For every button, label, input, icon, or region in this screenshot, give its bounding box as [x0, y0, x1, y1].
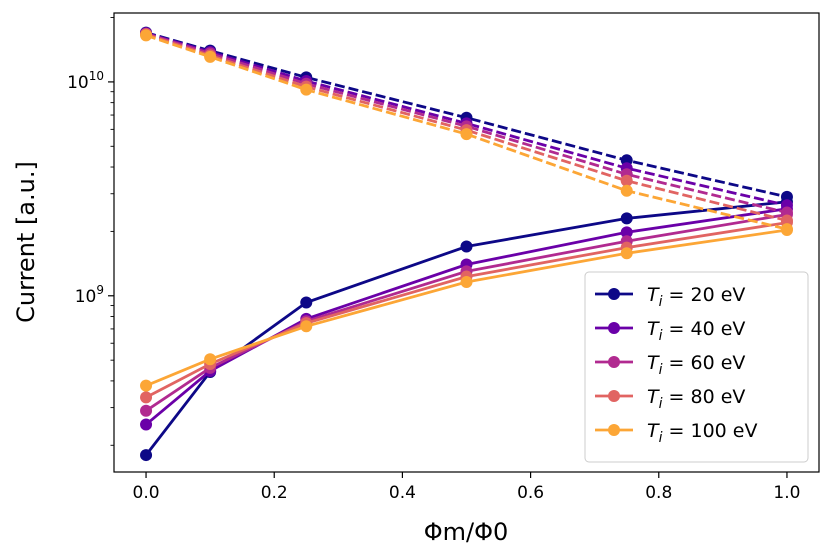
x-tick-label: 0.0	[133, 483, 160, 503]
series-solid-point	[780, 224, 793, 237]
series-solid-point	[460, 276, 473, 289]
series-solid-line-1	[145, 207, 788, 426]
series-dashed-line-3	[145, 32, 788, 222]
series-dashed-point	[620, 184, 633, 197]
y-axis-title: Current [a.u.]	[12, 161, 40, 323]
series-dashed-point	[204, 50, 217, 63]
legend-box	[584, 271, 809, 463]
series-solid-point	[140, 379, 153, 392]
x-tick-label: 0.6	[517, 483, 544, 503]
series-solid-point	[460, 240, 473, 253]
legend-label: Ti = 100 eV	[647, 420, 758, 446]
series-solid-point	[300, 296, 313, 309]
plot-frame	[113, 12, 820, 473]
series-solid-point	[140, 418, 153, 431]
series-dashed-line-1	[145, 31, 788, 207]
legend-marker	[608, 390, 620, 402]
series-solid-line-2	[145, 213, 788, 412]
y-tick-label: 109	[75, 283, 104, 307]
y-axis: 109 1010	[67, 17, 114, 446]
series-solid-point	[620, 212, 633, 225]
series-solid-point	[204, 353, 217, 366]
legend-marker	[608, 322, 620, 334]
legend-label: Ti = 80 eV	[647, 386, 745, 412]
x-axis: 0.0 0.2 0.4 0.6 0.8 1.0	[133, 472, 800, 503]
series-solid-point	[140, 391, 153, 404]
x-tick-label: 0.8	[645, 483, 672, 503]
x-axis-title: Φm/Φ0	[424, 518, 509, 546]
legend-label: Ti = 20 eV	[647, 284, 745, 310]
legend-marker	[608, 356, 620, 368]
y-tick-label: 1010	[67, 69, 104, 93]
series-dashed-point	[140, 29, 153, 42]
series-solid-line-3	[145, 221, 788, 399]
series-dashed-point	[620, 174, 633, 187]
legend-label: Ti = 40 eV	[647, 318, 745, 344]
x-tick-label: 1.0	[773, 483, 800, 503]
series-solid-line-0	[144, 200, 788, 456]
legend: Ti = 20 eV Ti = 40 eV Ti = 60 eV Ti = 80 eV…	[584, 271, 809, 463]
series-solid-point	[300, 320, 313, 333]
x-tick-label: 0.2	[261, 483, 288, 503]
series-solid-point	[620, 247, 633, 260]
plot-lines	[140, 26, 793, 462]
series-solid-line-4	[145, 228, 788, 387]
legend-marker	[608, 288, 620, 300]
series-dashed-line-4	[145, 34, 788, 231]
series-dashed-point	[460, 128, 473, 141]
series-dashed-point	[300, 83, 313, 96]
series-solid-point	[140, 449, 153, 462]
legend-marker	[608, 424, 620, 436]
series-solid-point	[140, 404, 153, 417]
series-solid-point	[620, 226, 633, 239]
legend-label: Ti = 60 eV	[647, 352, 745, 378]
series-dashed-line-0	[145, 31, 788, 199]
x-tick-label: 0.4	[389, 483, 416, 503]
